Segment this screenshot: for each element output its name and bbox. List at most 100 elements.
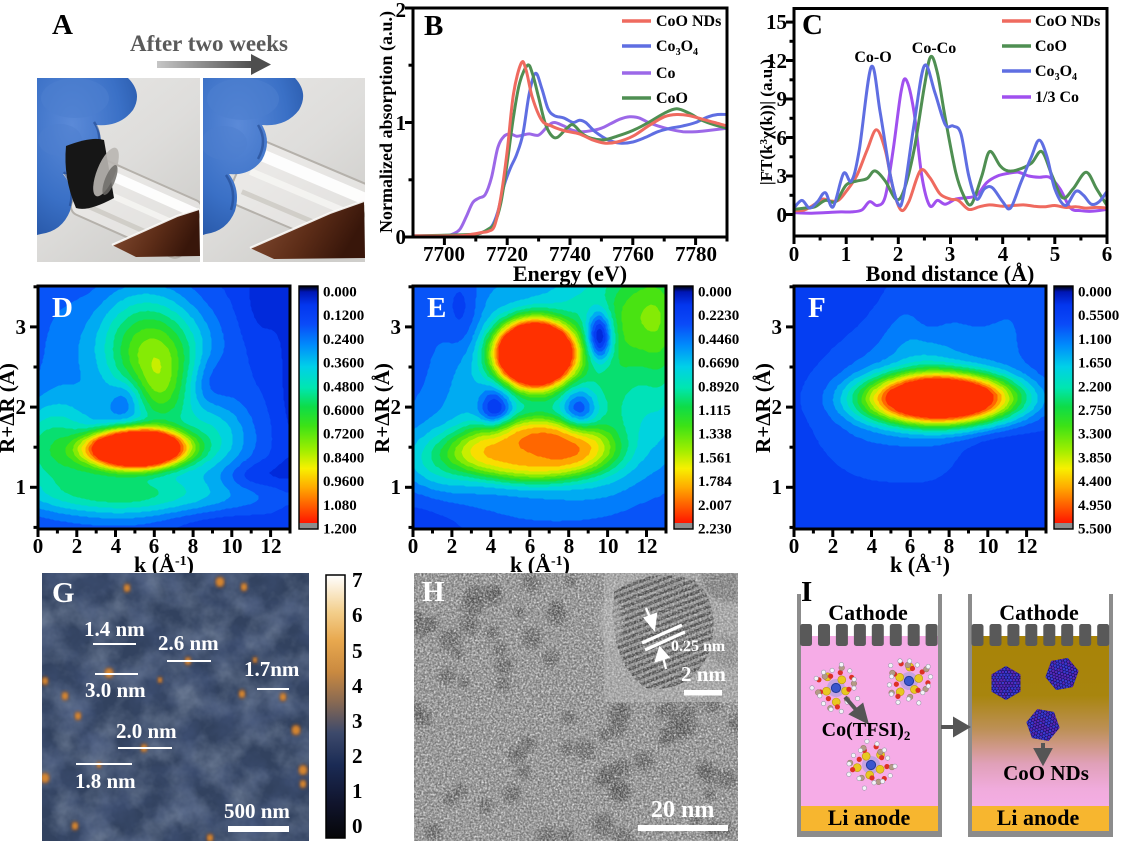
- svg-text:Co: Co: [656, 65, 676, 82]
- svg-text:1.8 nm: 1.8 nm: [75, 769, 136, 793]
- svg-text:7780: 7780: [675, 242, 717, 266]
- svg-text:0.000: 0.000: [323, 285, 357, 301]
- svg-text:3: 3: [16, 315, 27, 339]
- svg-text:6: 6: [525, 534, 536, 558]
- svg-text:Co(TFSI)2: Co(TFSI)2: [822, 719, 911, 743]
- svg-text:1.784: 1.784: [698, 474, 732, 490]
- svg-text:0.9600: 0.9600: [323, 474, 364, 490]
- svg-text:12: 12: [1017, 534, 1038, 558]
- svg-text:3: 3: [352, 709, 363, 733]
- svg-text:2.0 nm: 2.0 nm: [116, 719, 177, 743]
- svg-text:2: 2: [352, 744, 363, 768]
- svg-text:15: 15: [766, 10, 787, 34]
- svg-text:R+ΔR (Å): R+ΔR (Å): [0, 363, 19, 453]
- svg-text:1.4 nm: 1.4 nm: [84, 617, 145, 641]
- svg-text:0.8400: 0.8400: [323, 450, 364, 466]
- svg-text:6: 6: [1102, 242, 1113, 266]
- svg-text:3.300: 3.300: [1078, 427, 1112, 443]
- svg-text:4: 4: [867, 534, 878, 558]
- svg-text:0.8920: 0.8920: [698, 379, 739, 395]
- svg-text:2: 2: [396, 0, 407, 22]
- svg-text:7760: 7760: [612, 242, 654, 266]
- svg-text:2: 2: [16, 395, 27, 419]
- svg-text:12: 12: [766, 49, 787, 73]
- svg-text:3: 3: [772, 315, 783, 339]
- svg-text:1: 1: [352, 779, 363, 803]
- svg-text:Li anode: Li anode: [828, 805, 911, 830]
- svg-text:0.2400: 0.2400: [323, 332, 364, 348]
- svg-text:0: 0: [789, 534, 800, 558]
- svg-text:F: F: [808, 292, 826, 324]
- svg-text:3: 3: [777, 164, 788, 188]
- svg-text:10: 10: [598, 534, 619, 558]
- svg-text:E: E: [427, 292, 446, 324]
- svg-text:0: 0: [33, 534, 44, 558]
- svg-text:Co3O4: Co3O4: [656, 38, 698, 58]
- svg-text:12: 12: [261, 534, 282, 558]
- svg-text:10: 10: [222, 534, 243, 558]
- svg-text:2: 2: [893, 242, 904, 266]
- svg-text:6: 6: [777, 126, 788, 150]
- svg-text:1: 1: [841, 242, 852, 266]
- svg-text:5: 5: [1050, 242, 1061, 266]
- svg-text:3: 3: [391, 315, 402, 339]
- svg-text:2.750: 2.750: [1078, 403, 1112, 419]
- svg-text:9: 9: [777, 87, 788, 111]
- svg-text:After two weeks: After two weeks: [130, 31, 288, 56]
- svg-text:Li anode: Li anode: [997, 805, 1080, 830]
- svg-text:10: 10: [978, 534, 999, 558]
- svg-text:1.080: 1.080: [323, 498, 357, 514]
- svg-text:7720: 7720: [486, 242, 528, 266]
- svg-text:0.000: 0.000: [698, 285, 732, 301]
- svg-text:2: 2: [391, 395, 402, 419]
- svg-text:Energy (eV): Energy (eV): [513, 261, 627, 286]
- svg-text:1.100: 1.100: [1078, 332, 1112, 348]
- svg-text:A: A: [52, 9, 73, 41]
- svg-text:CoO NDs: CoO NDs: [1035, 13, 1100, 30]
- svg-text:2.230: 2.230: [698, 522, 732, 538]
- svg-text:8: 8: [944, 534, 955, 558]
- svg-text:4: 4: [352, 674, 363, 698]
- svg-text:CoO NDs: CoO NDs: [656, 13, 721, 30]
- svg-text:0.000: 0.000: [1078, 285, 1112, 301]
- svg-text:8: 8: [564, 534, 575, 558]
- svg-text:1.7nm: 1.7nm: [244, 657, 300, 681]
- svg-text:Co-O: Co-O: [854, 49, 891, 66]
- svg-text:500 nm: 500 nm: [224, 799, 290, 823]
- svg-text:C: C: [802, 9, 823, 41]
- svg-text:0.25 nm: 0.25 nm: [671, 638, 726, 655]
- svg-text:3.0 nm: 3.0 nm: [85, 678, 146, 702]
- svg-text:1.338: 1.338: [698, 427, 732, 443]
- svg-text:0.4460: 0.4460: [698, 332, 739, 348]
- svg-text:1: 1: [396, 111, 407, 135]
- svg-text:2.6 nm: 2.6 nm: [158, 631, 219, 655]
- svg-text:I: I: [801, 576, 812, 608]
- svg-text:D: D: [52, 292, 73, 324]
- svg-text:H: H: [422, 576, 445, 608]
- svg-text:0.3600: 0.3600: [323, 356, 364, 372]
- svg-text:0.7200: 0.7200: [323, 427, 364, 443]
- svg-text:0: 0: [352, 814, 363, 838]
- svg-text:Bond distance (Å): Bond distance (Å): [866, 261, 1035, 286]
- svg-text:CoO NDs: CoO NDs: [1003, 761, 1089, 785]
- svg-text:1.650: 1.650: [1078, 356, 1112, 372]
- svg-text:2: 2: [447, 534, 458, 558]
- svg-text:|FT(k3χ(k))| (a.u.): |FT(k3χ(k))| (a.u.): [757, 59, 776, 185]
- svg-text:B: B: [424, 10, 443, 42]
- svg-text:2: 2: [772, 395, 783, 419]
- svg-text:0.2230: 0.2230: [698, 308, 739, 324]
- svg-text:3.850: 3.850: [1078, 450, 1112, 466]
- svg-text:0.6690: 0.6690: [698, 356, 739, 372]
- svg-text:5: 5: [352, 639, 363, 663]
- svg-text:R+ΔR (Å): R+ΔR (Å): [751, 363, 775, 453]
- svg-text:0.4800: 0.4800: [323, 379, 364, 395]
- svg-text:1: 1: [772, 475, 783, 499]
- svg-text:6: 6: [352, 603, 363, 627]
- svg-text:1: 1: [391, 475, 402, 499]
- svg-text:4: 4: [998, 242, 1009, 266]
- svg-text:CoO: CoO: [1035, 38, 1067, 55]
- svg-text:7700: 7700: [423, 242, 465, 266]
- svg-text:0.6000: 0.6000: [323, 403, 364, 419]
- svg-text:0: 0: [777, 203, 788, 227]
- svg-text:Cathode: Cathode: [999, 600, 1079, 625]
